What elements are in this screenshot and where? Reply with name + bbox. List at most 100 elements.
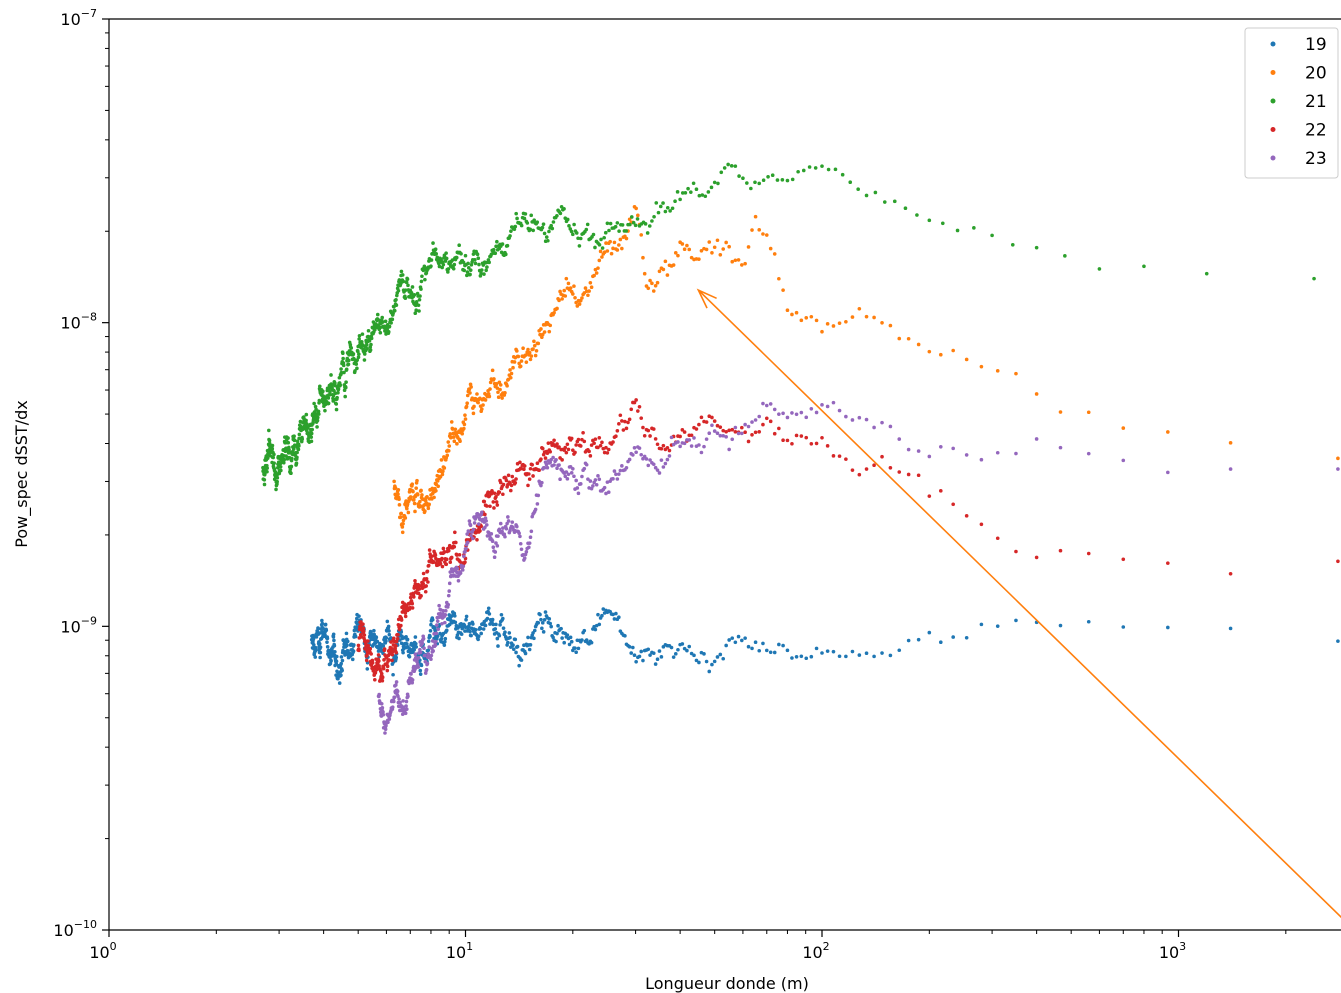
data-point (940, 221, 945, 226)
data-point (434, 561, 439, 565)
data-point (604, 241, 608, 245)
data-point (673, 199, 677, 203)
data-point (665, 457, 670, 462)
data-point (392, 486, 397, 491)
data-point (396, 700, 401, 705)
data-point (470, 260, 474, 264)
data-point (273, 473, 277, 477)
data-point (1166, 470, 1170, 475)
data-point (475, 636, 480, 641)
data-point (418, 640, 423, 644)
data-point (536, 226, 541, 230)
data-point (490, 368, 495, 373)
data-point (753, 214, 758, 219)
data-point (445, 617, 450, 621)
data-point (715, 655, 720, 659)
data-point (442, 455, 446, 459)
data-point (578, 236, 583, 241)
data-point (418, 647, 422, 652)
data-point (526, 347, 530, 352)
data-point (485, 265, 489, 269)
data-point (395, 636, 400, 641)
data-point (897, 437, 902, 441)
data-point (601, 252, 606, 256)
data-point (689, 255, 694, 260)
data-point (979, 364, 984, 369)
data-point (481, 499, 486, 504)
data-point (540, 467, 545, 471)
data-point (753, 180, 757, 185)
data-point (745, 181, 749, 185)
data-point (796, 169, 800, 174)
data-point (775, 178, 780, 182)
data-point (458, 260, 463, 265)
data-point (655, 280, 660, 285)
data-point (495, 503, 500, 507)
data-point (294, 463, 298, 467)
data-point (621, 428, 626, 432)
data-point (440, 265, 444, 270)
data-point (710, 415, 714, 420)
data-point (364, 338, 368, 343)
data-point (395, 293, 399, 298)
data-point (393, 298, 397, 303)
data-point (542, 617, 547, 622)
data-point (571, 448, 575, 452)
data-point (781, 411, 785, 416)
data-point (629, 215, 634, 219)
data-point (642, 271, 647, 276)
data-point (396, 617, 401, 622)
data-point (709, 185, 714, 190)
data-point (408, 595, 413, 600)
data-point (492, 627, 496, 632)
data-point (598, 249, 603, 254)
data-point (927, 494, 932, 498)
data-point (685, 438, 689, 442)
data-point (290, 452, 294, 456)
data-point (453, 427, 458, 432)
data-point (314, 420, 319, 424)
data-point (639, 649, 644, 654)
data-point (322, 404, 326, 409)
data-point (650, 461, 654, 465)
data-point (344, 631, 349, 636)
data-point (435, 637, 439, 641)
data-point (430, 646, 434, 651)
data-point (1058, 548, 1063, 553)
data-point (938, 640, 943, 645)
data-point (602, 450, 607, 455)
data-point (465, 273, 469, 278)
data-point (357, 636, 362, 640)
data-point (492, 549, 496, 553)
data-point (470, 620, 475, 625)
data-point (399, 273, 403, 278)
data-point (906, 447, 911, 452)
data-point (620, 464, 624, 468)
data-point (594, 445, 599, 450)
data-point (872, 315, 876, 320)
data-point (405, 692, 410, 697)
data-point (743, 261, 747, 266)
data-point (498, 478, 502, 483)
data-point (559, 292, 563, 296)
data-point (492, 555, 497, 560)
data-point (826, 167, 831, 172)
data-point (421, 634, 425, 639)
data-point (794, 412, 799, 417)
data-point (418, 668, 423, 673)
legend-label: 19 (1305, 35, 1327, 55)
data-point (600, 255, 604, 259)
data-point (527, 477, 532, 481)
data-point (872, 463, 876, 468)
legend-marker (1270, 41, 1276, 47)
data-point (603, 230, 608, 235)
data-point (631, 220, 636, 225)
data-point (537, 612, 541, 616)
data-point (601, 607, 606, 611)
data-point (334, 397, 338, 402)
data-point (537, 328, 541, 333)
data-point (446, 440, 451, 444)
data-point (804, 656, 809, 661)
data-point (671, 655, 676, 659)
data-point (407, 496, 411, 501)
